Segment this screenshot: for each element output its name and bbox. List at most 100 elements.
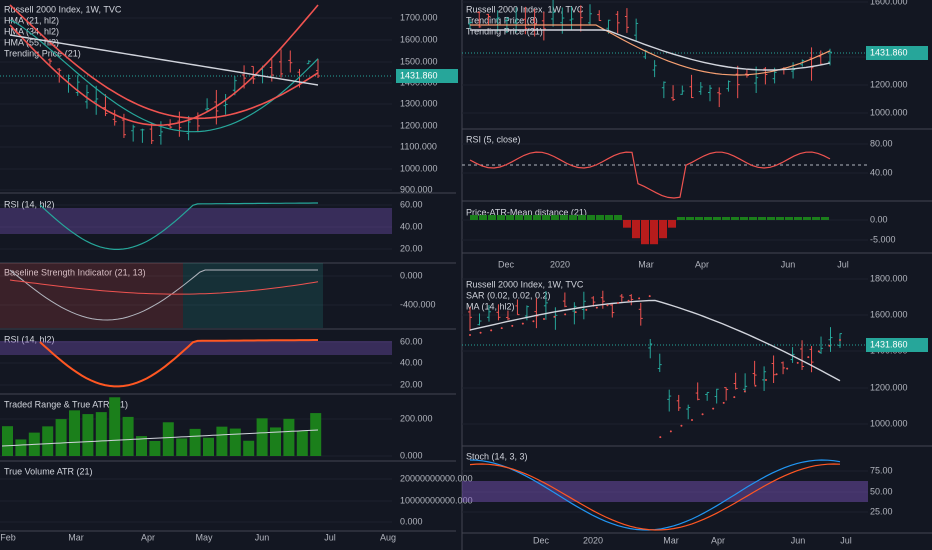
price-label: 1431.860 bbox=[870, 47, 908, 57]
y-tick-label: 1800.000 bbox=[870, 273, 908, 283]
sar-dot bbox=[606, 304, 609, 307]
distance-bar bbox=[731, 217, 739, 220]
y-tick-label: 1300.000 bbox=[400, 98, 438, 108]
distance-bar bbox=[641, 220, 649, 245]
indicator-line bbox=[9, 279, 319, 295]
range-bar bbox=[270, 427, 281, 456]
distance-bar bbox=[533, 215, 541, 220]
y-tick-label: 80.00 bbox=[870, 138, 893, 148]
y-tick-label: 1600.000 bbox=[400, 34, 438, 44]
y-tick-label: 1200.000 bbox=[870, 79, 908, 89]
indicator-line bbox=[469, 463, 841, 531]
x-tick-label: Apr bbox=[695, 259, 709, 269]
y-tick-label: 900.000 bbox=[400, 184, 433, 194]
y-tick-label: -400.000 bbox=[400, 299, 436, 309]
indicator-line bbox=[39, 339, 318, 388]
distance-bar bbox=[785, 217, 793, 220]
distance-bar bbox=[470, 215, 478, 220]
indicator-line bbox=[470, 24, 831, 76]
distance-bar bbox=[677, 217, 685, 220]
range-bar bbox=[216, 426, 228, 456]
distance-bar bbox=[776, 217, 784, 220]
x-tick-label: Mar bbox=[663, 535, 679, 545]
y-tick-label: 1500.000 bbox=[400, 56, 438, 66]
sar-dot bbox=[807, 356, 810, 359]
distance-bar bbox=[587, 215, 595, 220]
sar-dot bbox=[574, 311, 577, 314]
y-tick-label: -5.000 bbox=[870, 234, 896, 244]
distance-bar bbox=[524, 215, 532, 220]
indicator-line bbox=[1, 429, 319, 447]
range-bar bbox=[189, 428, 201, 456]
y-tick-label: 20.00 bbox=[400, 243, 423, 253]
sar-dot bbox=[595, 306, 598, 309]
distance-bar bbox=[767, 217, 775, 220]
distance-bar bbox=[659, 220, 667, 239]
y-tick-label: 0.000 bbox=[400, 516, 423, 526]
range-bar bbox=[256, 418, 268, 456]
x-tick-label: 2020 bbox=[550, 259, 570, 269]
panel-title: Stoch (14, 3, 3) bbox=[466, 451, 528, 461]
sar-dot bbox=[817, 350, 820, 353]
indicator-legend: HMA (21, hl2) bbox=[4, 15, 59, 25]
x-tick-label: Jul bbox=[324, 532, 336, 542]
distance-bar bbox=[551, 215, 559, 220]
y-tick-label: 200.000 bbox=[400, 413, 433, 423]
range-bar bbox=[176, 438, 188, 456]
distance-bar bbox=[749, 217, 757, 220]
distance-bar bbox=[713, 217, 721, 220]
y-tick-label: 20.00 bbox=[400, 379, 423, 389]
distance-bar bbox=[506, 215, 514, 220]
indicator-legend: Trending Price (8) bbox=[466, 15, 538, 25]
price-label: 1431.860 bbox=[870, 339, 908, 349]
range-bar bbox=[2, 426, 13, 456]
sar-dot bbox=[617, 302, 619, 304]
price-label: 1431.860 bbox=[400, 70, 438, 80]
x-tick-label: Mar bbox=[638, 259, 654, 269]
x-tick-label: May bbox=[195, 532, 213, 542]
sar-dot bbox=[691, 419, 693, 421]
distance-bar bbox=[794, 217, 802, 220]
sar-dot bbox=[743, 390, 746, 393]
y-tick-label: 75.00 bbox=[870, 465, 893, 475]
x-tick-label: Apr bbox=[711, 535, 725, 545]
sar-dot bbox=[659, 436, 662, 439]
distance-bar bbox=[722, 217, 730, 220]
sar-dot bbox=[669, 430, 672, 433]
sar-dot bbox=[648, 295, 651, 298]
y-tick-label: 1000.000 bbox=[400, 163, 438, 173]
sar-dot bbox=[469, 334, 471, 336]
range-bar bbox=[69, 410, 80, 456]
sar-dot bbox=[500, 327, 503, 330]
distance-bar bbox=[596, 215, 604, 220]
y-tick-label: 1600.000 bbox=[870, 0, 908, 6]
range-bar bbox=[162, 422, 174, 456]
distance-bar bbox=[569, 215, 577, 220]
distance-bar bbox=[614, 215, 622, 220]
y-tick-label: 1000.000 bbox=[870, 418, 908, 428]
x-tick-label: 2020 bbox=[583, 535, 603, 545]
range-bar bbox=[82, 414, 94, 456]
sar-dot bbox=[722, 401, 725, 404]
range-bar bbox=[229, 428, 241, 456]
y-tick-label: 40.00 bbox=[400, 357, 423, 367]
panel-title: RSI (14, hl2) bbox=[4, 334, 55, 344]
panel-title: Price-ATR-Mean distance (21) bbox=[466, 207, 587, 217]
x-tick-label: Jun bbox=[781, 259, 796, 269]
y-tick-label: 1200.000 bbox=[870, 382, 908, 392]
distance-bar bbox=[497, 215, 505, 220]
panel-title: Baseline Strength Indicator (21, 13) bbox=[4, 267, 146, 277]
y-tick-label: 1100.000 bbox=[400, 141, 437, 151]
sar-dot bbox=[796, 361, 799, 364]
x-tick-label: Dec bbox=[533, 535, 550, 545]
distance-bar bbox=[479, 215, 487, 220]
indicator-legend: HMA (34, hl2) bbox=[4, 26, 59, 36]
panel-title: Russell 2000 Index, 1W, TVC bbox=[466, 279, 584, 289]
x-tick-label: Jul bbox=[840, 535, 852, 545]
panel-title: Traded Range & True ATR (21) bbox=[4, 399, 128, 409]
indicator-line bbox=[9, 269, 318, 321]
distance-bar bbox=[488, 215, 496, 220]
sar-dot bbox=[638, 297, 641, 300]
sar-dot bbox=[733, 396, 736, 399]
range-bar bbox=[109, 397, 121, 456]
